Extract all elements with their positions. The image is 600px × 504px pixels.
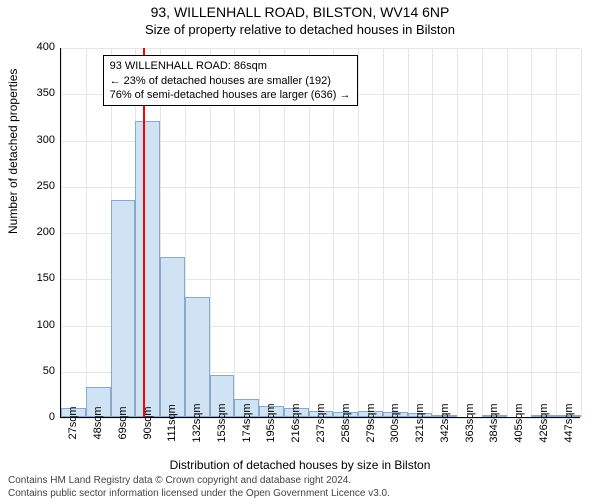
x-tick-label: 111sqm [166,404,178,442]
gridline [457,48,458,417]
x-tick-label: 258sqm [340,403,352,442]
gridline [408,48,409,417]
footer-line: Contains HM Land Registry data © Crown c… [8,475,390,488]
gridline [556,48,557,417]
x-tick-label: 27sqm [67,406,79,439]
page-subtitle: Size of property relative to detached ho… [0,22,600,37]
footer-attribution: Contains HM Land Registry data © Crown c… [8,475,390,500]
gridline [432,48,433,417]
x-tick-label: 342sqm [439,403,451,442]
x-tick-label: 279sqm [365,403,377,442]
gridline [383,48,384,417]
info-box-line: ← 23% of detached houses are smaller (19… [110,74,351,88]
gridline [358,48,359,417]
gridline [531,48,532,417]
x-tick-label: 153sqm [216,403,228,442]
x-tick-label: 405sqm [513,403,525,442]
x-tick-label: 300sqm [389,403,401,442]
x-tick-label: 447sqm [563,403,575,442]
info-box: 93 WILLENHALL ROAD: 86sqm← 23% of detach… [103,55,358,106]
x-tick-label: 174sqm [241,403,253,442]
x-tick-label: 132sqm [191,403,203,442]
y-tick-label: 100 [37,319,55,331]
gridline [86,48,87,417]
x-tick-label: 69sqm [117,406,129,439]
histogram-bar [135,121,160,417]
info-box-line: 76% of semi-detached houses are larger (… [110,88,351,102]
x-axis-label: Distribution of detached houses by size … [0,458,600,472]
y-axis-label: Number of detached properties [6,69,20,234]
histogram-bar [185,297,210,417]
y-tick-label: 50 [43,365,55,377]
histogram-bar [111,200,136,417]
x-tick-label: 321sqm [414,403,426,442]
y-tick-label: 150 [37,272,55,284]
x-tick-label: 216sqm [290,403,302,442]
x-tick-label: 384sqm [488,403,500,442]
histogram-bar [160,257,185,417]
gridline [507,48,508,417]
x-tick-label: 363sqm [464,403,476,442]
gridline [482,48,483,417]
y-tick-label: 0 [49,411,55,423]
plot-area: 05010015020025030035040027sqm48sqm69sqm9… [60,48,580,418]
y-tick-label: 250 [37,180,55,192]
gridline [61,48,580,49]
info-box-line: 93 WILLENHALL ROAD: 86sqm [110,59,351,73]
footer-line: Contains public sector information licen… [8,488,390,501]
y-tick-label: 300 [37,134,55,146]
gridline [581,48,582,417]
x-tick-label: 48sqm [92,406,104,439]
y-tick-label: 200 [37,226,55,238]
x-tick-label: 426sqm [538,403,550,442]
gridline [61,48,62,417]
chart-area: 05010015020025030035040027sqm48sqm69sqm9… [60,48,580,418]
x-tick-label: 237sqm [315,403,327,442]
y-tick-label: 400 [37,41,55,53]
page-title: 93, WILLENHALL ROAD, BILSTON, WV14 6NP [0,4,600,20]
x-tick-label: 195sqm [265,403,277,442]
y-tick-label: 350 [37,87,55,99]
